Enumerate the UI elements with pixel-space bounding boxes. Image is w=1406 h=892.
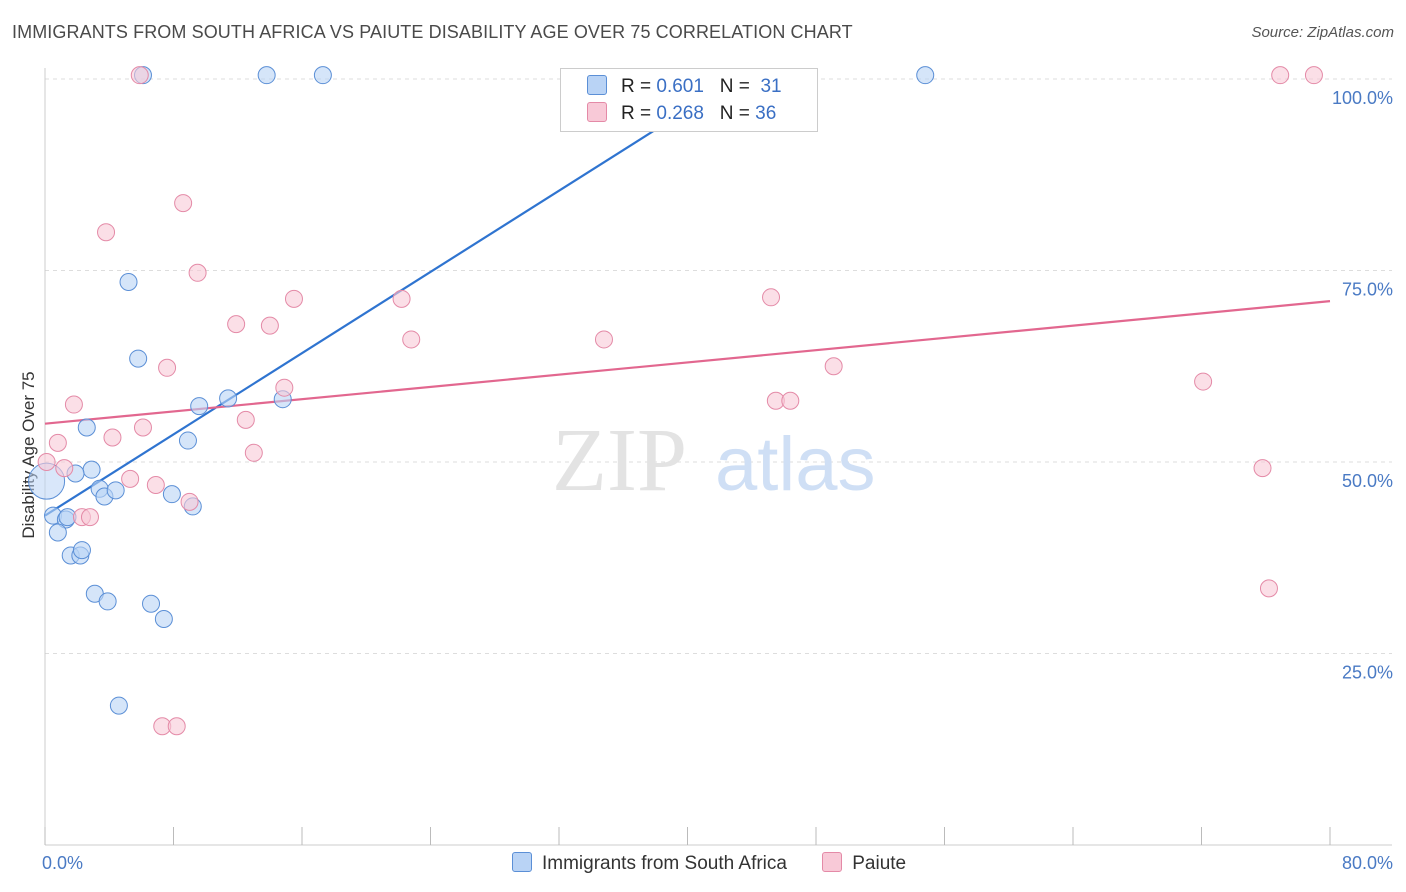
point-paiute[interactable]: [167, 717, 186, 736]
point-paiute[interactable]: [244, 443, 263, 462]
point-paiute[interactable]: [37, 453, 56, 471]
point-paiute[interactable]: [284, 289, 303, 308]
point-paiute[interactable]: [146, 475, 165, 494]
watermark-atlas: atlas: [715, 422, 876, 507]
point-paiute[interactable]: [188, 263, 207, 282]
point-paiute[interactable]: [158, 358, 177, 377]
point-paiute[interactable]: [236, 410, 255, 429]
point-south-africa[interactable]: [72, 541, 91, 560]
point-south-africa[interactable]: [119, 272, 138, 291]
point-south-africa[interactable]: [77, 418, 96, 437]
point-south-africa[interactable]: [162, 485, 181, 504]
trend-line-paiute: [44, 300, 1331, 425]
point-south-africa[interactable]: [219, 389, 238, 408]
stats-legend: R = 0.601 N = 31 R = 0.268 N = 36: [560, 68, 818, 132]
point-south-africa[interactable]: [313, 66, 332, 85]
point-paiute[interactable]: [594, 330, 613, 349]
point-paiute[interactable]: [402, 330, 421, 349]
point-south-africa[interactable]: [48, 523, 67, 542]
point-south-africa[interactable]: [142, 594, 161, 613]
point-paiute[interactable]: [48, 433, 67, 452]
point-paiute[interactable]: [1194, 372, 1213, 391]
point-paiute[interactable]: [180, 492, 199, 511]
point-paiute[interactable]: [133, 418, 152, 437]
point-paiute[interactable]: [762, 288, 781, 307]
x-tick-label: 80.0%: [1342, 853, 1393, 873]
y-tick-label: 100.0%: [1332, 88, 1393, 108]
point-south-africa[interactable]: [190, 397, 209, 416]
watermark: ZIP atlas: [552, 411, 876, 510]
x-tick-labels: 0.0% 80.0%: [42, 853, 1393, 873]
y-tick-label: 75.0%: [1342, 280, 1393, 300]
point-paiute[interactable]: [260, 316, 279, 335]
point-paiute[interactable]: [130, 66, 149, 85]
point-paiute[interactable]: [174, 194, 193, 213]
trend-lines: [44, 78, 1331, 517]
point-paiute[interactable]: [80, 508, 99, 527]
point-south-africa[interactable]: [106, 481, 125, 500]
gridlines: [45, 78, 1392, 654]
series-legend: Immigrants from South Africa Paiute: [512, 852, 936, 875]
y-tick-label: 25.0%: [1342, 663, 1393, 683]
point-paiute[interactable]: [275, 378, 294, 397]
legend-swatch-pink: [587, 102, 607, 122]
y-tick-labels: 25.0% 50.0% 75.0% 100.0%: [1332, 88, 1393, 683]
legend-row-south-africa: R = 0.601 N = 31: [587, 75, 782, 99]
point-paiute[interactable]: [103, 428, 122, 447]
point-south-africa[interactable]: [178, 431, 197, 450]
point-south-africa[interactable]: [257, 66, 276, 85]
point-paiute[interactable]: [1253, 459, 1272, 478]
point-south-africa[interactable]: [154, 610, 173, 629]
point-paiute[interactable]: [781, 391, 800, 410]
point-paiute[interactable]: [227, 315, 246, 334]
point-paiute[interactable]: [1304, 66, 1323, 85]
legend-swatch-blue: [587, 75, 607, 95]
point-paiute[interactable]: [392, 289, 411, 308]
point-south-africa[interactable]: [98, 592, 117, 611]
point-paiute[interactable]: [824, 357, 843, 376]
point-paiute[interactable]: [1259, 579, 1278, 598]
x-tick-label: 0.0%: [42, 853, 83, 873]
legend-row-paiute: R = 0.268 N = 36: [587, 102, 776, 126]
trend-line-south-africa: [44, 78, 737, 517]
point-paiute[interactable]: [97, 223, 116, 242]
point-paiute[interactable]: [64, 395, 83, 414]
legend-item-south-africa[interactable]: Immigrants from South Africa: [512, 852, 787, 875]
point-south-africa[interactable]: [109, 696, 128, 715]
watermark-zip: ZIP: [552, 411, 687, 510]
point-paiute[interactable]: [55, 459, 74, 478]
legend-item-paiute[interactable]: Paiute: [822, 852, 906, 875]
y-tick-label: 50.0%: [1342, 471, 1393, 491]
point-south-africa[interactable]: [129, 349, 148, 368]
chart-title: IMMIGRANTS FROM SOUTH AFRICA VS PAIUTE D…: [12, 22, 853, 42]
point-paiute[interactable]: [121, 469, 140, 488]
point-paiute[interactable]: [1271, 66, 1290, 85]
data-points: [28, 66, 1323, 736]
point-south-africa[interactable]: [916, 66, 935, 85]
y-axis-label: Disability Age Over 75: [19, 371, 38, 538]
point-south-africa[interactable]: [82, 460, 101, 479]
source-credit: Source: ZipAtlas.com: [1251, 24, 1394, 41]
